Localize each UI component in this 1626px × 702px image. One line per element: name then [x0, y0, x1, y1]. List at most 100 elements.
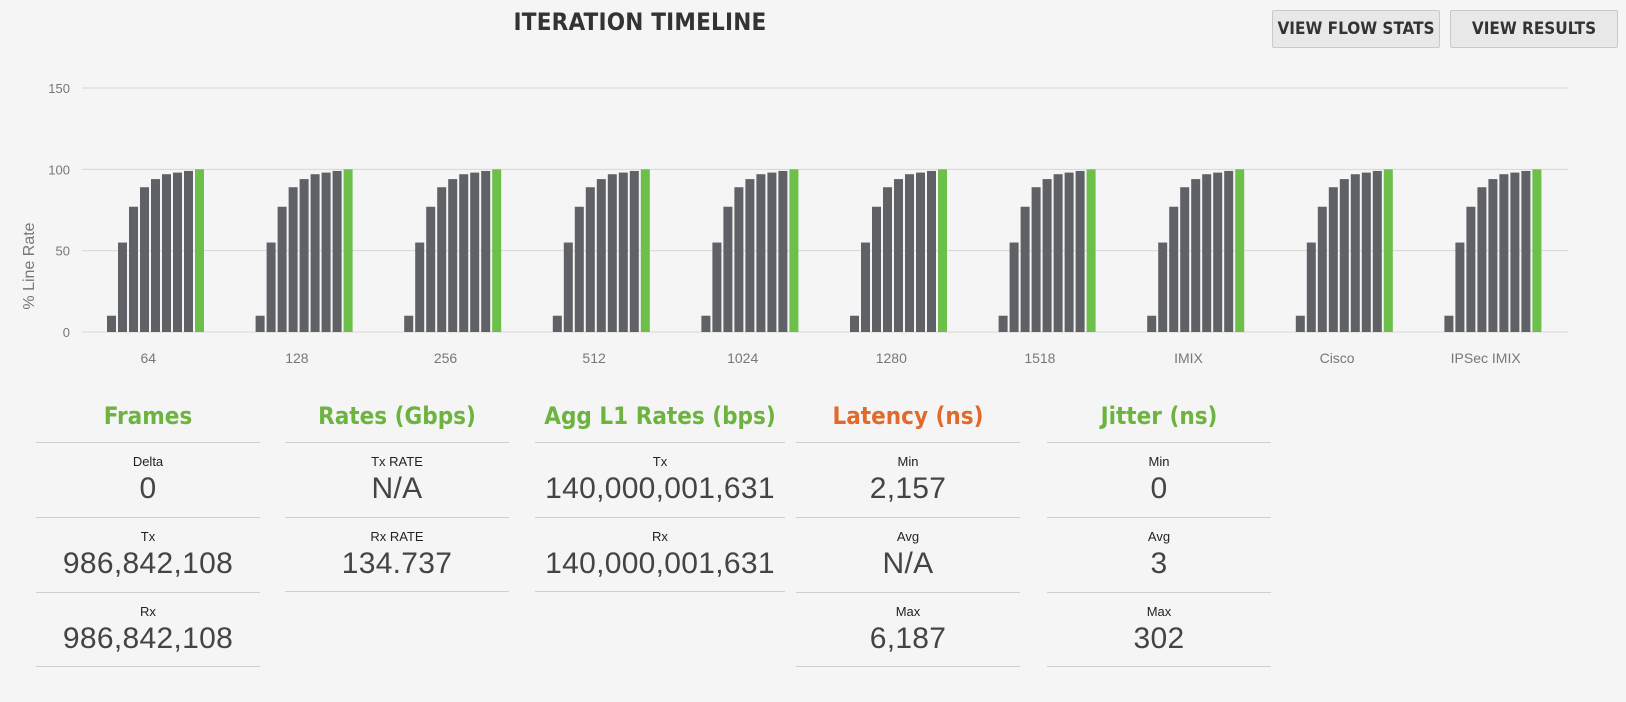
bar-iteration[interactable] — [927, 170, 936, 332]
bar-iteration[interactable] — [861, 242, 870, 332]
bar-iteration[interactable] — [1477, 187, 1487, 332]
bar-iteration[interactable] — [1031, 187, 1041, 332]
bar-iteration[interactable] — [299, 179, 309, 332]
bar-iteration[interactable] — [310, 174, 320, 332]
bar-iteration[interactable] — [1191, 179, 1201, 332]
bar-iteration[interactable] — [1510, 172, 1520, 332]
bar-iteration[interactable] — [850, 315, 859, 332]
bar-iteration[interactable] — [905, 174, 914, 332]
x-axis-ticks: 64 128 256 512 1024 1280 1518 IMIX Cisco IPSec IM… — [141, 350, 1522, 366]
bar-iteration[interactable] — [1317, 206, 1327, 332]
bar-iteration[interactable] — [151, 179, 160, 332]
bar-iteration[interactable] — [332, 170, 342, 332]
bar-iteration[interactable] — [1158, 242, 1168, 332]
bar-final-iteration[interactable] — [1235, 169, 1245, 332]
bar-final-iteration[interactable] — [1086, 169, 1096, 332]
bar-iteration[interactable] — [1466, 206, 1476, 332]
bar-iteration[interactable] — [277, 206, 287, 332]
bar-iteration[interactable] — [1169, 206, 1179, 332]
bar-iteration[interactable] — [585, 187, 595, 332]
bar-iteration[interactable] — [1295, 315, 1305, 332]
bar-final-iteration[interactable] — [938, 169, 947, 332]
bar-iteration[interactable] — [1372, 170, 1382, 332]
bar-iteration[interactable] — [415, 242, 425, 332]
bar-iteration[interactable] — [173, 172, 182, 332]
bar-iteration[interactable] — [1053, 174, 1063, 332]
bar-iteration[interactable] — [1521, 170, 1531, 332]
bar-iteration[interactable] — [1180, 187, 1190, 332]
bar-iteration[interactable] — [552, 315, 562, 332]
bar-iteration[interactable] — [1075, 170, 1085, 332]
bar-iteration[interactable] — [437, 187, 447, 332]
bar-iteration[interactable] — [1202, 174, 1212, 332]
bar-iteration[interactable] — [1350, 174, 1360, 332]
bar-iteration[interactable] — [745, 179, 755, 332]
jitter-avg: Avg 3 — [1047, 517, 1271, 592]
bar-iteration[interactable] — [321, 172, 331, 332]
bar-iteration[interactable] — [1339, 179, 1349, 332]
bar-iteration[interactable] — [1455, 242, 1465, 332]
bar-iteration[interactable] — [426, 206, 436, 332]
bar-iteration[interactable] — [118, 242, 127, 332]
bar-iteration[interactable] — [255, 315, 265, 332]
bar-iteration[interactable] — [1499, 174, 1509, 332]
bar-iteration[interactable] — [107, 315, 116, 332]
x-tick-label: 1518 — [1024, 350, 1055, 366]
bar-iteration[interactable] — [1488, 179, 1498, 332]
bar-iteration[interactable] — [734, 187, 744, 332]
bar-iteration[interactable] — [481, 170, 491, 332]
agg-rates-panel: Agg L1 Rates (bps) Tx 140,000,001,631 Rx… — [535, 396, 785, 592]
bar-iteration[interactable] — [756, 174, 766, 332]
bar-iteration[interactable] — [596, 179, 606, 332]
bar-iteration[interactable] — [1306, 242, 1316, 332]
bar-iteration[interactable] — [288, 187, 298, 332]
bar-iteration[interactable] — [129, 206, 138, 332]
bar-iteration[interactable] — [459, 174, 469, 332]
bar-iteration[interactable] — [470, 172, 480, 332]
bar-iteration[interactable] — [1328, 187, 1338, 332]
bar-iteration[interactable] — [767, 172, 777, 332]
bar-iteration[interactable] — [778, 170, 788, 332]
x-tick-label: 256 — [434, 350, 458, 366]
bar-iteration[interactable] — [563, 242, 573, 332]
bar-iteration[interactable] — [723, 206, 733, 332]
bar-iteration[interactable] — [140, 187, 149, 332]
bar-iteration[interactable] — [1224, 170, 1234, 332]
bar-iteration[interactable] — [998, 315, 1008, 332]
bar-iteration[interactable] — [712, 242, 722, 332]
bar-iteration[interactable] — [404, 315, 414, 332]
bar-iteration[interactable] — [607, 174, 617, 332]
bar-iteration[interactable] — [916, 172, 925, 332]
bar-iteration[interactable] — [1020, 206, 1030, 332]
bar-iteration[interactable] — [629, 170, 639, 332]
bar-final-iteration[interactable] — [492, 169, 502, 332]
bar-iteration[interactable] — [1064, 172, 1074, 332]
bar-iteration[interactable] — [1042, 179, 1052, 332]
stat-label: Rx RATE — [370, 529, 424, 544]
stat-value: 140,000,001,631 — [545, 472, 775, 505]
bar-iteration[interactable] — [618, 172, 628, 332]
bar-iteration[interactable] — [266, 242, 276, 332]
bar-final-iteration[interactable] — [1383, 169, 1393, 332]
view-results-button[interactable]: VIEW RESULTS — [1450, 10, 1618, 48]
bar-final-iteration[interactable] — [343, 169, 353, 332]
bar-iteration[interactable] — [1213, 172, 1223, 332]
view-flow-stats-button[interactable]: VIEW FLOW STATS — [1272, 10, 1440, 48]
bar-iteration[interactable] — [448, 179, 458, 332]
bar-iteration[interactable] — [701, 315, 711, 332]
bar-iteration[interactable] — [184, 170, 193, 332]
bar-iteration[interactable] — [872, 206, 881, 332]
bar-final-iteration[interactable] — [1532, 169, 1542, 332]
bar-final-iteration[interactable] — [640, 169, 650, 332]
bar-iteration[interactable] — [1361, 172, 1371, 332]
bar-iteration[interactable] — [574, 206, 584, 332]
bar-final-iteration[interactable] — [789, 169, 799, 332]
bar-final-iteration[interactable] — [195, 169, 204, 332]
bar-iteration[interactable] — [883, 187, 892, 332]
bar-iteration[interactable] — [1009, 242, 1019, 332]
bar-iteration[interactable] — [1147, 315, 1157, 332]
bar-iteration[interactable] — [894, 179, 903, 332]
bar-iteration[interactable] — [162, 174, 171, 332]
x-tick-label: IMIX — [1174, 350, 1203, 366]
bar-iteration[interactable] — [1444, 315, 1454, 332]
